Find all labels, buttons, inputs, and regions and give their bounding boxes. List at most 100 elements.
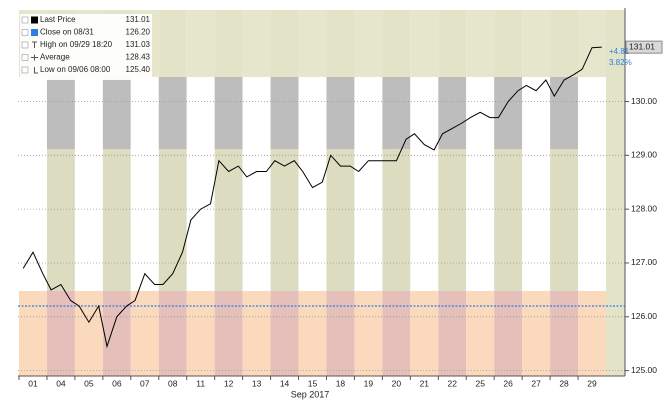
legend-icon bbox=[34, 67, 38, 74]
band bbox=[326, 77, 355, 149]
band bbox=[438, 10, 467, 77]
x-tick-label: 19 bbox=[364, 378, 374, 388]
band bbox=[74, 291, 103, 376]
band bbox=[46, 149, 75, 291]
legend-label: High on 09/29 18:20 bbox=[40, 40, 113, 49]
legend-value: 131.01 bbox=[126, 15, 151, 24]
band bbox=[19, 291, 47, 376]
band bbox=[382, 77, 411, 149]
band bbox=[382, 149, 411, 291]
x-tick-label: 21 bbox=[420, 378, 430, 388]
legend-icon bbox=[31, 29, 38, 36]
legend-value: 131.03 bbox=[126, 40, 151, 49]
band bbox=[214, 291, 243, 376]
band bbox=[354, 77, 383, 291]
x-tick-label: 05 bbox=[84, 378, 94, 388]
band bbox=[130, 291, 159, 376]
x-tick-label: 27 bbox=[531, 378, 541, 388]
band bbox=[158, 149, 187, 291]
y-tick-label: 127.00 bbox=[631, 257, 657, 267]
band bbox=[186, 10, 215, 77]
band bbox=[214, 77, 243, 149]
legend-icon bbox=[32, 41, 37, 48]
y-tick-label: 129.00 bbox=[631, 150, 657, 160]
legend-label: Low on 09/06 08:00 bbox=[40, 65, 111, 74]
band bbox=[242, 291, 271, 376]
band bbox=[410, 291, 439, 376]
band bbox=[242, 77, 271, 291]
band bbox=[550, 77, 579, 149]
legend-value: 125.40 bbox=[126, 65, 151, 74]
x-tick-label: 07 bbox=[140, 378, 150, 388]
band bbox=[270, 10, 299, 77]
band bbox=[578, 10, 606, 77]
band bbox=[382, 10, 411, 77]
band bbox=[270, 77, 299, 149]
x-tick-label: 11 bbox=[196, 378, 205, 388]
band bbox=[494, 77, 523, 149]
band bbox=[382, 291, 411, 376]
x-tick-label: 22 bbox=[448, 378, 458, 388]
band bbox=[74, 77, 103, 291]
band bbox=[550, 149, 579, 291]
band bbox=[522, 291, 551, 376]
band bbox=[578, 77, 606, 291]
band bbox=[214, 10, 243, 77]
grid bbox=[18, 101, 625, 372]
band bbox=[494, 291, 523, 376]
y-tick-label: 126.00 bbox=[631, 311, 657, 321]
band bbox=[102, 291, 131, 376]
band bbox=[494, 10, 523, 77]
legend-checkbox bbox=[21, 16, 29, 24]
legend-checkbox bbox=[21, 41, 29, 49]
legend-icon bbox=[31, 16, 38, 24]
band bbox=[158, 77, 187, 149]
band-tail bbox=[606, 10, 625, 376]
x-tick-label: 28 bbox=[559, 378, 569, 388]
plot bbox=[18, 46, 625, 349]
band bbox=[410, 77, 439, 291]
last-price-tag bbox=[625, 40, 663, 54]
legend-label: Average bbox=[40, 53, 70, 62]
legend-checkbox bbox=[21, 29, 29, 36]
band bbox=[354, 10, 383, 77]
band bbox=[242, 10, 271, 77]
band bbox=[298, 291, 327, 376]
band bbox=[130, 77, 159, 291]
legend-label: Close on 08/31 bbox=[40, 28, 94, 37]
band bbox=[46, 77, 75, 149]
y-tick-label: 128.00 bbox=[631, 203, 657, 213]
y-tick-label: 130.00 bbox=[631, 96, 657, 106]
x-tick-label: 14 bbox=[280, 378, 290, 388]
band bbox=[522, 10, 551, 77]
band bbox=[46, 291, 75, 376]
x-tick-label: 01 bbox=[28, 378, 38, 388]
band bbox=[466, 77, 495, 291]
band bbox=[326, 291, 355, 376]
band bbox=[186, 77, 215, 291]
legend: Last Price 131.01 Close on 08/31 126.20 High… bbox=[20, 14, 152, 80]
legend-value: 128.43 bbox=[126, 53, 151, 62]
band bbox=[19, 77, 47, 291]
x-tick-label: 04 bbox=[56, 378, 66, 388]
band bbox=[102, 149, 131, 291]
x-tick-label: 08 bbox=[168, 378, 178, 388]
band bbox=[186, 291, 215, 376]
legend-checkbox bbox=[21, 66, 29, 74]
x-tick-label: 12 bbox=[224, 378, 234, 388]
band bbox=[270, 149, 299, 291]
band bbox=[354, 291, 383, 376]
x-tick-label: 18 bbox=[336, 378, 346, 388]
band bbox=[466, 10, 495, 77]
band bbox=[410, 10, 439, 77]
band bbox=[214, 149, 243, 291]
band bbox=[158, 10, 187, 77]
band bbox=[578, 291, 606, 376]
band bbox=[522, 77, 551, 291]
x-tick-label: 13 bbox=[252, 378, 262, 388]
band bbox=[326, 149, 355, 291]
x-tick-label: 15 bbox=[308, 378, 318, 388]
band bbox=[158, 291, 187, 376]
legend-label: Last Price bbox=[40, 15, 76, 24]
band bbox=[438, 149, 467, 291]
